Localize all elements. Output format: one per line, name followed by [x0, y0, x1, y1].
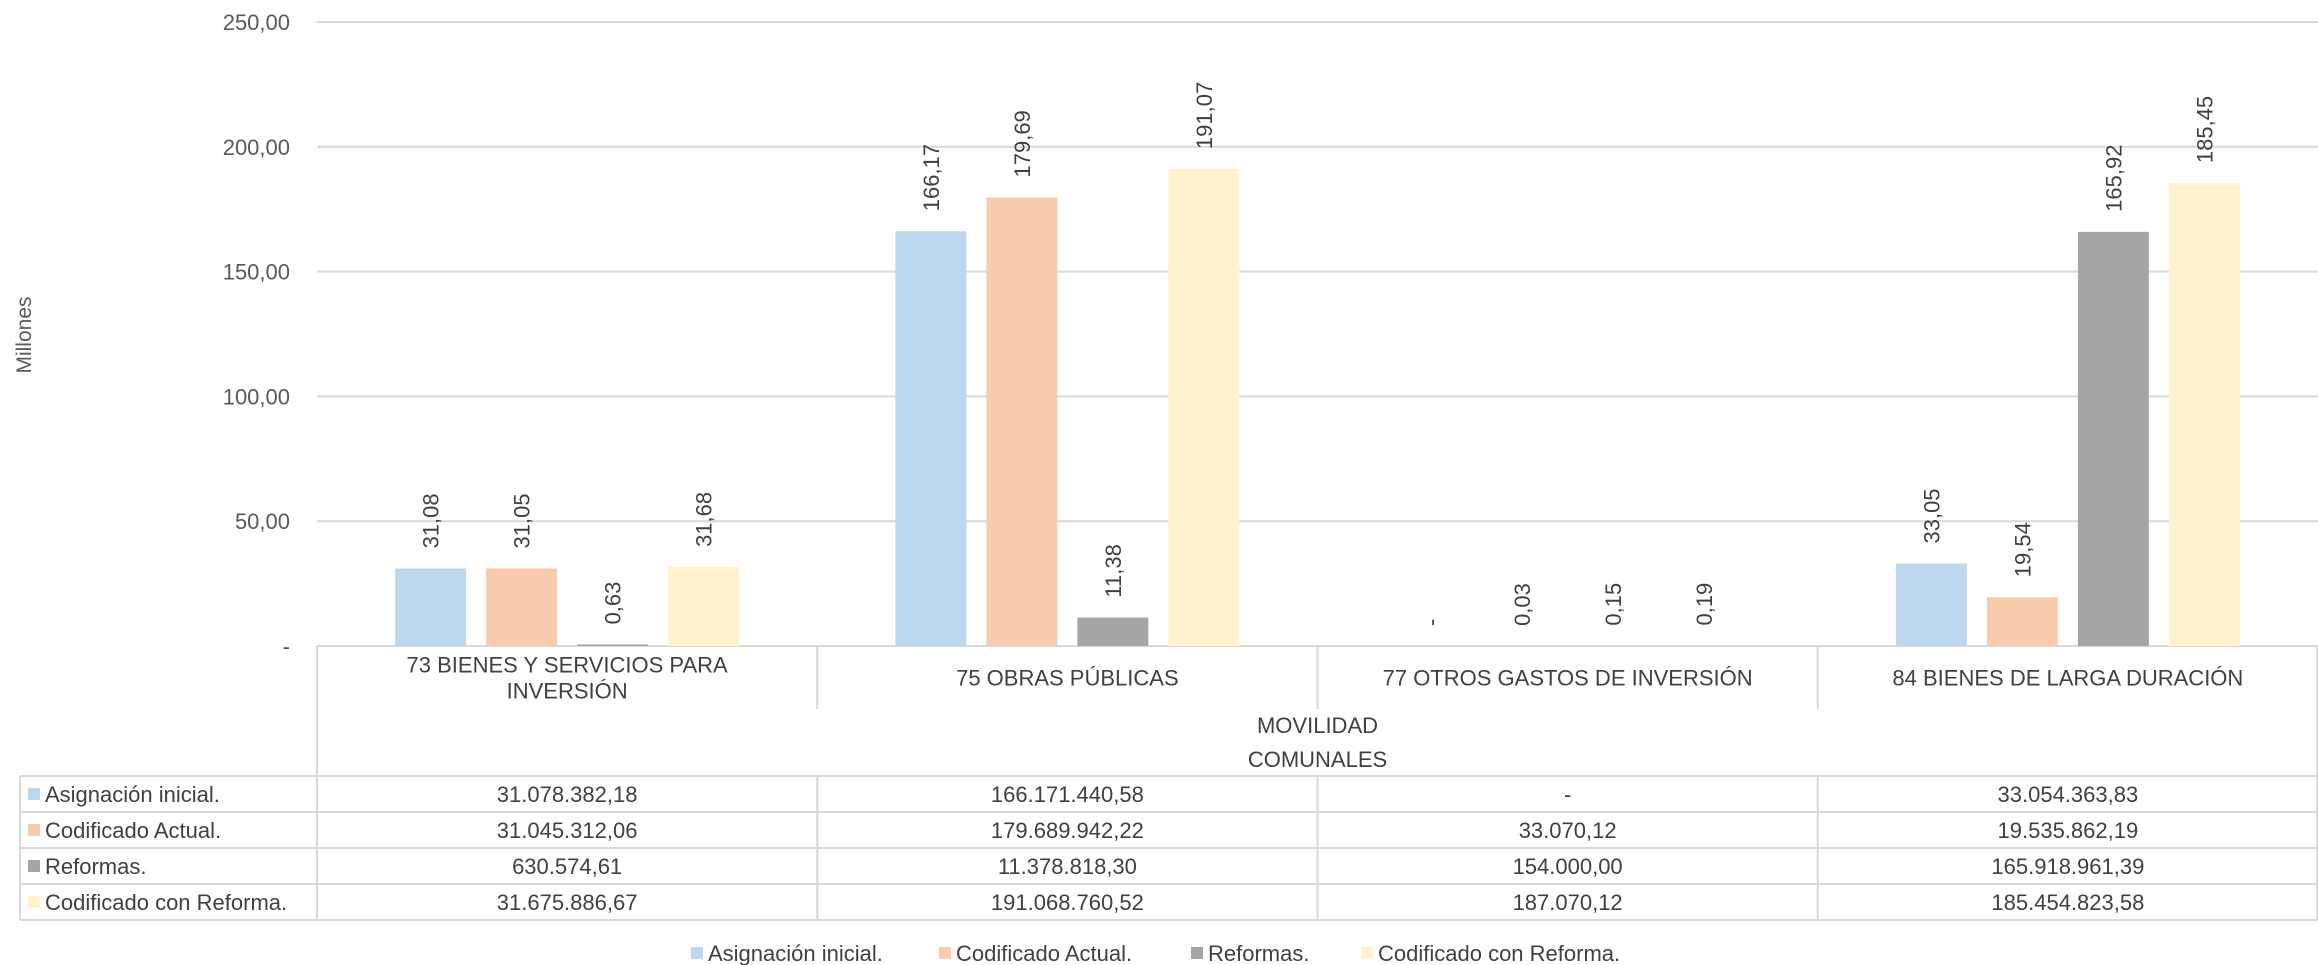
table-legend-key: [28, 860, 40, 872]
category-label: 75 OBRAS PÚBLICAS: [956, 666, 1179, 691]
table-cell: 166.171.440,58: [991, 782, 1144, 807]
table-legend-key: [28, 788, 40, 800]
legend-key: [1361, 947, 1373, 959]
y-tick-label: 100,00: [223, 384, 290, 409]
table-cell: 191.068.760,52: [991, 890, 1144, 915]
table-cell: 31.045.312,06: [497, 818, 638, 843]
bar: [1895, 563, 1967, 646]
data-label: 31,08: [419, 493, 444, 548]
table-series-name: Codificado con Reforma.: [45, 890, 287, 915]
legend-key: [691, 947, 703, 959]
table-series-name: Reformas.: [45, 854, 146, 879]
legend-key: [939, 947, 951, 959]
legend-label: Codificado Actual.: [956, 941, 1132, 965]
data-label: 0,19: [1692, 583, 1717, 626]
y-axis-label: Millones: [13, 296, 36, 373]
legend-label: Codificado con Reforma.: [1378, 941, 1620, 965]
table-legend-key: [28, 824, 40, 836]
table-cell: 179.689.942,22: [991, 818, 1144, 843]
y-tick-label: -: [283, 634, 290, 659]
data-label: 31,68: [692, 492, 717, 547]
table-cell: 165.918.961,39: [1991, 854, 2144, 879]
data-label: 185,45: [2192, 96, 2217, 163]
category-label: INVERSIÓN: [507, 679, 628, 704]
y-tick-label: 50,00: [235, 509, 290, 534]
bar: [577, 644, 649, 646]
data-label: 11,38: [1101, 544, 1126, 597]
table-cell: 630.574,61: [512, 854, 622, 879]
category-label: 73 BIENES Y SERVICIOS PARA: [407, 653, 729, 678]
data-label: 0,15: [1601, 583, 1626, 626]
table-cell: 31.675.886,67: [497, 890, 638, 915]
bar: [1168, 169, 1240, 646]
data-label: 0,63: [601, 582, 626, 625]
table-cell: -: [1564, 782, 1571, 807]
bar: [395, 568, 467, 646]
bar: [2077, 231, 2149, 646]
table-cell: 33.070,12: [1519, 818, 1617, 843]
table-legend-key: [28, 896, 40, 908]
y-tick-label: 150,00: [223, 260, 290, 285]
bar: [2168, 183, 2240, 646]
bar: [1986, 597, 2058, 646]
category-label: 84 BIENES DE LARGA DURACIÓN: [1892, 666, 2243, 691]
data-label: 179,69: [1010, 110, 1035, 177]
bar: [1077, 617, 1149, 646]
legend-key: [1191, 947, 1203, 959]
table-cell: 19.535.862,19: [1998, 818, 2139, 843]
bar: [895, 231, 967, 646]
y-axis: - 50,00 100,00 150,00 200,00 250,00: [223, 10, 290, 659]
data-label: -: [1419, 619, 1444, 626]
data-labels: 31,08 166,17 - 33,05 31,05 179,69 0,03 19,54 0,6…: [419, 82, 2218, 626]
data-label: 0,03: [1510, 583, 1535, 626]
data-label: 166,17: [919, 144, 944, 211]
bar-series: [395, 169, 2240, 646]
group-label: MOVILIDAD: [1257, 713, 1378, 738]
data-label: 191,07: [1192, 82, 1217, 149]
table-series-name: Asignación inicial.: [45, 782, 220, 807]
table-cell: 154.000,00: [1513, 854, 1623, 879]
legend-label: Reformas.: [1208, 941, 1309, 965]
table-cell: 187.070,12: [1513, 890, 1623, 915]
table-cell: 185.454.823,58: [1991, 890, 2144, 915]
y-tick-label: 250,00: [223, 10, 290, 35]
data-label: 19,54: [2010, 522, 2035, 577]
bar: [668, 566, 740, 646]
gridlines: [317, 21, 2318, 647]
bar: [986, 197, 1058, 646]
legend-label: Asignación inicial.: [708, 941, 883, 965]
table-series-name: Codificado Actual.: [45, 818, 221, 843]
bar: [486, 568, 558, 646]
data-label: 31,05: [510, 493, 535, 548]
y-tick-label: 200,00: [223, 135, 290, 160]
table-cell: 11.378.818,30: [998, 854, 1137, 879]
legend: Asignación inicial. Codificado Actual. Ref…: [691, 941, 1620, 965]
table-cell: 31.078.382,18: [497, 782, 638, 807]
data-label: 165,92: [2101, 145, 2126, 212]
data-label: 33,05: [1919, 488, 1944, 543]
table-cell: 33.054.363,83: [1998, 782, 2139, 807]
group-label: COMUNALES: [1248, 747, 1387, 772]
category-label: 77 OTROS GASTOS DE INVERSIÓN: [1383, 666, 1753, 691]
